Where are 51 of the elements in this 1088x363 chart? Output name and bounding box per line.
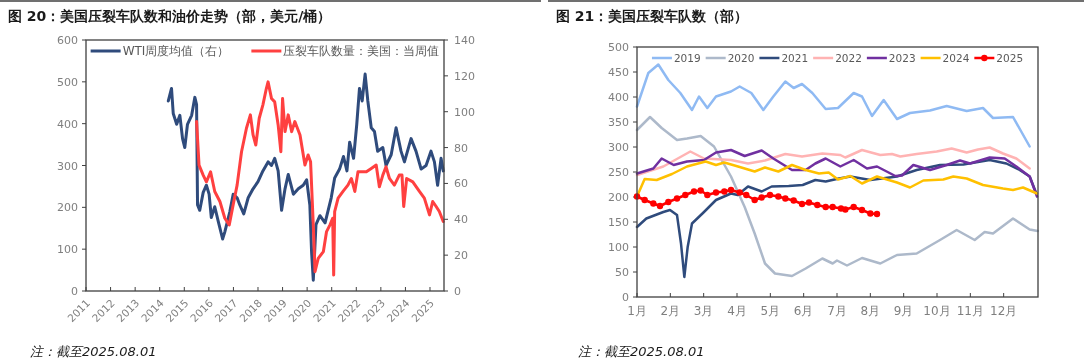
y-tick-label: 200 [57, 201, 78, 215]
y-tick-label: 450 [608, 66, 629, 79]
y-tick-label: 100 [57, 243, 78, 257]
y-tick-label: 350 [608, 116, 629, 129]
y-tick-label: 0 [622, 291, 629, 304]
legend-label: 2020 [727, 52, 755, 64]
x-tick-label: 2月 [660, 304, 681, 318]
y-tick-label: 500 [57, 75, 78, 89]
y-tick-label: 250 [608, 166, 629, 179]
text: 注：截至2025.08.01 [578, 344, 705, 359]
y-tick-label: 400 [57, 117, 78, 131]
y-tick-label: 600 [57, 34, 78, 47]
legend-label: WTI周度均值（右） [122, 44, 230, 58]
x-tick-label: 3月 [693, 304, 714, 318]
y-tick-label: 150 [608, 216, 629, 229]
y2-tick-label: 120 [454, 69, 475, 83]
y2-tick-label: 20 [454, 249, 468, 263]
y2-tick-label: 60 [454, 177, 468, 191]
legend-label: 2019 [673, 52, 701, 64]
y-tick-label: 50 [615, 266, 629, 279]
y2-tick-label: 40 [454, 213, 468, 227]
x-tick-label: 1月 [627, 304, 647, 318]
y-tick-label: 200 [608, 191, 629, 204]
y2-tick-label: 80 [454, 141, 468, 155]
chart-title: 图 21：美国压裂车队数（部） [556, 8, 749, 24]
x-tick-label: 7月 [827, 304, 847, 318]
y2-tick-label: 100 [454, 105, 475, 119]
x-tick-label: 4月 [727, 304, 747, 318]
y-tick-label: 0 [71, 285, 78, 298]
x-tick-label: 11月 [956, 304, 984, 318]
y2-tick-label: 0 [454, 285, 461, 298]
legend-label: 2024 [942, 52, 970, 64]
legend-label: 2023 [888, 52, 916, 64]
y-tick-label: 100 [608, 241, 629, 254]
x-tick-label: 6月 [793, 304, 814, 318]
y-tick-label: 400 [608, 91, 629, 104]
legend-label: 2025 [996, 52, 1024, 64]
x-tick-label: 10月 [923, 304, 951, 318]
chart-title: 图 20：美国压裂车队数和油价走势（部，美元/桶） [8, 8, 332, 24]
x-tick-label: 12月 [990, 304, 1018, 318]
text: 注：截至2025.08.01 [30, 344, 157, 359]
y-tick-label: 300 [57, 159, 78, 173]
legend-label: 2021 [781, 52, 809, 64]
x-tick-label: 8月 [860, 304, 881, 318]
legend-label: 压裂车队数量：美国：当周值 [283, 44, 440, 58]
legend-label: 2022 [835, 52, 862, 64]
y-tick-label: 500 [608, 41, 629, 54]
x-tick-label: 5月 [760, 304, 781, 318]
y2-tick-label: 140 [454, 34, 475, 47]
x-tick-label: 9月 [893, 304, 914, 318]
y-tick-label: 300 [608, 141, 629, 154]
